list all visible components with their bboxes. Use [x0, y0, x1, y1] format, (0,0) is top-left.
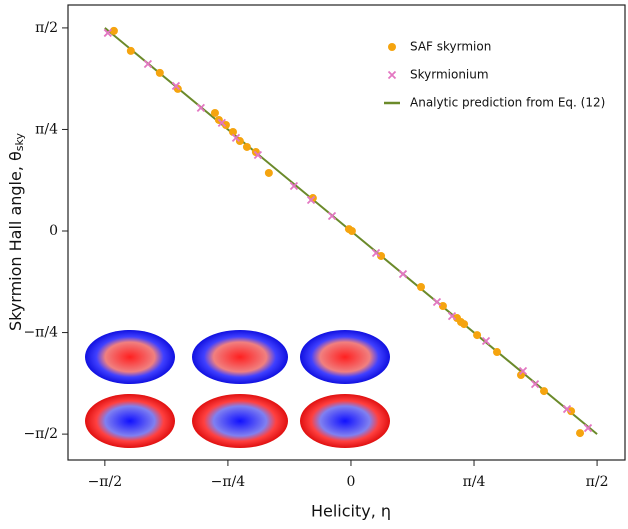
- point: [432, 297, 442, 307]
- inset-image: [192, 394, 288, 448]
- point: [171, 81, 181, 91]
- point: [371, 248, 381, 258]
- legend-label: SAF skyrmion: [410, 40, 491, 54]
- point: [460, 320, 469, 329]
- point: [492, 348, 501, 357]
- y-axis-label-main: Skyrmion Hall angle, θ: [6, 151, 25, 331]
- y-axis-label: Skyrmion Hall angle, θsky: [6, 132, 27, 331]
- point: [217, 118, 226, 128]
- inset-image: [300, 330, 390, 384]
- plot-frame: [67, 4, 626, 461]
- y-tick-label: 0: [49, 223, 58, 239]
- insets: [85, 330, 390, 448]
- y-axis-label-sub: sky: [13, 132, 26, 151]
- x-tick-label: π/4: [463, 474, 486, 490]
- point: [109, 26, 118, 35]
- x-axis-label: Helicity, η: [311, 502, 391, 521]
- point: [377, 251, 386, 260]
- x-tick-label: −π/4: [211, 474, 246, 490]
- legend-label: Analytic prediction from Eq. (12): [410, 96, 605, 110]
- point: [447, 311, 457, 321]
- point: [516, 371, 525, 380]
- point: [518, 366, 528, 376]
- point: [126, 46, 135, 55]
- inset-image: [192, 330, 288, 384]
- point: [481, 336, 491, 346]
- legend-marker: [387, 70, 397, 80]
- point: [155, 68, 164, 77]
- x-tick-label: π/2: [586, 474, 609, 490]
- point: [253, 150, 263, 160]
- y-tick-label: π/4: [35, 121, 58, 137]
- point: [530, 379, 540, 389]
- y-tick-label: −π/4: [23, 325, 58, 341]
- point: [264, 168, 273, 177]
- point: [327, 211, 337, 221]
- point: [576, 429, 585, 438]
- point: [228, 127, 237, 136]
- point: [289, 181, 299, 191]
- inset-image: [300, 394, 390, 448]
- point: [221, 120, 230, 129]
- x-tick-label: 0: [347, 474, 356, 490]
- point: [438, 302, 447, 311]
- legend-marker: [388, 43, 396, 51]
- point: [583, 423, 593, 433]
- point: [562, 404, 572, 414]
- point: [103, 28, 112, 38]
- point: [539, 387, 548, 396]
- y-tick-label: −π/2: [23, 426, 58, 442]
- point: [231, 133, 241, 143]
- point: [567, 407, 576, 416]
- point: [210, 108, 219, 117]
- point: [417, 282, 426, 291]
- legend-label: Skyrmionium: [410, 68, 489, 82]
- inset-image: [85, 394, 175, 448]
- point: [347, 227, 356, 236]
- x-tick-label: −π/2: [88, 474, 123, 490]
- point: [473, 331, 482, 340]
- inset-image: [85, 330, 175, 384]
- point: [196, 103, 206, 113]
- point: [398, 269, 408, 279]
- point: [143, 59, 153, 69]
- point: [242, 142, 251, 151]
- y-tick-label: π/2: [35, 20, 58, 36]
- point: [306, 195, 316, 205]
